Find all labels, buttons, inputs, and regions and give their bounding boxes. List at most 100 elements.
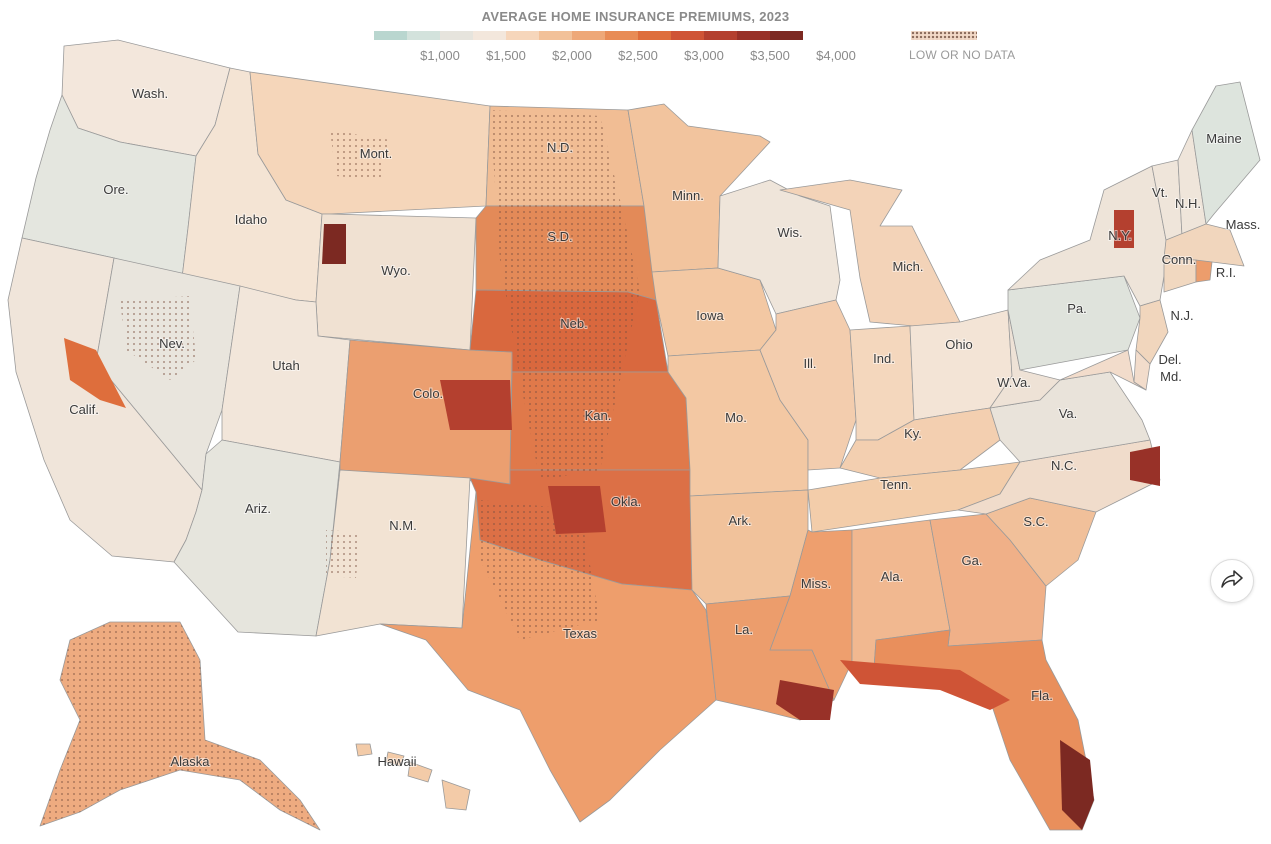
state-md[interactable] [1059,349,1147,391]
legend-tick-label: $4,000 [816,48,856,63]
state-label-ms: Miss. [801,576,831,591]
legend-swatch [671,31,704,40]
legend-tick-label: $2,500 [618,48,658,63]
legend-swatch [374,31,407,40]
state-label-nc: N.C. [1051,458,1077,473]
hotspot-nc-coast [1130,446,1160,486]
state-label-nm: N.M. [389,518,416,533]
state-label-nj: N.J. [1170,308,1193,323]
state-label-mn: Minn. [672,188,704,203]
state-label-ak: Alaska [170,754,210,769]
state-label-sd: S.D. [547,229,572,244]
state-label-in: Ind. [873,351,895,366]
state-label-wv: W.Va. [997,375,1031,390]
state-label-ky: Ky. [904,426,922,441]
state-label-hi: Hawaii [377,754,416,769]
nodata-area-new-mexico [326,530,360,578]
state-label-ca: Calif. [69,402,99,417]
state-label-sc: S.C. [1023,514,1048,529]
legend-tick-label: $2,000 [552,48,592,63]
state-hi-island-3[interactable] [407,761,433,783]
legend-tick-label: $3,000 [684,48,724,63]
hotspot-gulf-coast [840,660,1010,710]
legend-swatch [638,31,671,40]
state-ar[interactable] [689,489,809,605]
state-label-la: La. [735,622,753,637]
state-il[interactable] [759,299,857,471]
state-hi[interactable] [355,743,373,757]
state-hi-island-2[interactable] [385,751,405,767]
state-label-fl: Fla. [1031,688,1053,703]
state-label-co: Colo. [413,386,443,401]
hotspot-calif-central [64,338,126,408]
nodata-area-texas-panhandle [480,500,600,640]
state-in[interactable] [849,325,915,441]
legend-swatch [506,31,539,40]
state-label-wy: Wyo. [381,263,411,278]
legend-swatch [572,31,605,40]
state-label-tn: Tenn. [880,477,912,492]
hotspot-idaho-county [322,224,346,264]
state-label-wa: Wash. [132,86,168,101]
share-arrow-icon [1221,569,1243,593]
state-label-nd: N.D. [547,140,573,155]
state-hi-island-4[interactable] [441,779,471,811]
state-label-pa: Pa. [1067,301,1087,316]
share-button[interactable] [1210,559,1254,603]
state-tx[interactable] [379,491,717,823]
state-label-il: Ill. [804,356,817,371]
hotspot-florida-south [1060,740,1094,830]
nodata-area-alaska [40,622,320,830]
legend-swatch [473,31,506,40]
state-label-tx: Texas [563,626,597,641]
nodata-area-great-plains [490,110,640,480]
state-label-ia: Iowa [696,308,724,323]
nodata-area-montana [330,130,390,180]
hotspot-ny-county [1114,210,1134,248]
hotspot-okla-central [548,486,606,534]
legend-nodata-swatch [911,31,977,40]
legend-tick-label: $1,000 [420,48,460,63]
state-label-ri: R.I. [1216,265,1236,280]
legend-swatch [770,31,803,40]
legend-swatch [440,31,473,40]
state-label-ct: Conn. [1162,252,1197,267]
state-label-vt: Vt. [1152,185,1168,200]
state-label-mt: Mont. [360,146,393,161]
state-label-ar: Ark. [728,513,751,528]
hotspot-louisiana-coast [776,680,834,720]
state-label-oh: Ohio [945,337,972,352]
hotspot-colorado-front [440,380,512,430]
state-label-or: Ore. [103,182,128,197]
legend-nodata-label: LOW OR NO DATA [909,48,1016,62]
state-label-mi: Mich. [892,259,923,274]
state-label-ma: Mass. [1226,217,1261,232]
legend-tick-label: $3,500 [750,48,790,63]
state-label-id: Idaho [235,212,268,227]
state-label-ks: Kan. [585,408,612,423]
state-label-az: Ariz. [245,501,271,516]
state-wi[interactable] [717,179,841,315]
nodata-area-nevada [120,296,196,380]
legend-swatch [407,31,440,40]
state-label-ny: N.Y. [1108,228,1132,243]
state-mn[interactable] [627,103,771,273]
state-label-mo: Mo. [725,410,747,425]
legend-swatch [539,31,572,40]
legend-title: AVERAGE HOME INSURANCE PREMIUMS, 2023 [481,9,790,24]
state-label-de: Del. [1158,352,1181,367]
state-label-md: Md. [1160,369,1182,384]
state-label-ut: Utah [272,358,299,373]
state-label-al: Ala. [881,569,903,584]
state-label-me: Maine [1206,131,1241,146]
legend-swatch [605,31,638,40]
state-label-ga: Ga. [962,553,983,568]
state-ri[interactable] [1195,259,1213,283]
state-label-wi: Wis. [777,225,802,240]
state-fl[interactable] [851,629,1095,831]
legend-swatch [737,31,770,40]
legend-swatch [704,31,737,40]
legend-tick-label: $1,500 [486,48,526,63]
legend-color-scale [374,31,803,40]
